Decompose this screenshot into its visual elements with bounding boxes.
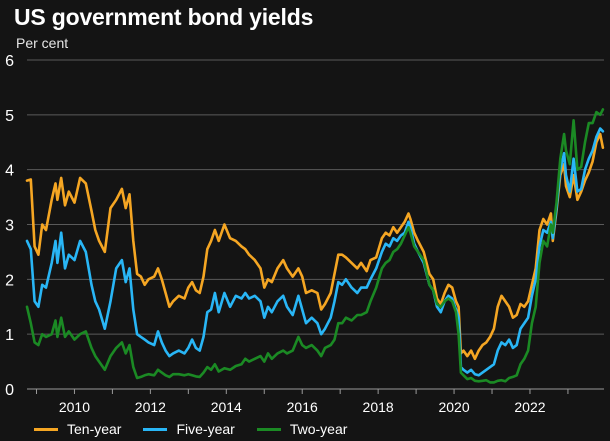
x-axis-ticks: 2010 2012 2014 2016 2018 2020 2022 (35, 389, 569, 415)
y-axis-ticks: 0 1 2 3 4 5 6 (5, 53, 14, 399)
y-tick-label: 4 (5, 163, 14, 180)
x-tick-label: 2012 (135, 399, 166, 415)
legend-item-two-year: Two-year (256, 421, 348, 437)
legend-label-ten-year: Ten-year (67, 421, 122, 437)
series-line-five-year (25, 127, 605, 377)
x-tick-label: 2018 (363, 399, 394, 415)
y-tick-label: 2 (5, 272, 14, 289)
y-tick-label: 1 (5, 327, 14, 344)
legend-swatch-two-year (256, 427, 281, 431)
x-tick-label: 2022 (514, 399, 545, 415)
y-tick-label: 3 (5, 218, 14, 235)
x-tick-label: 2014 (211, 399, 242, 415)
legend-swatch-ten-year (34, 427, 58, 431)
x-tick-label: 2020 (438, 399, 469, 415)
legend-label-five-year: Five-year (176, 421, 235, 437)
y-tick-label: 0 (5, 382, 14, 399)
legend-item-ten-year: Ten-year (34, 421, 121, 437)
series-line-two-year (25, 108, 605, 384)
series-line-ten-year (25, 132, 605, 361)
chart-title: US government bond yields (14, 4, 314, 30)
gridlines (27, 59, 604, 390)
x-tick-label: 2010 (59, 399, 90, 415)
y-axis-unit-label: Per cent (16, 35, 69, 51)
series-lines (25, 108, 605, 384)
x-tick-label: 2016 (287, 399, 318, 415)
legend-label-two-year: Two-year (289, 421, 348, 437)
legend-swatch-five-year (143, 427, 168, 431)
y-tick-label: 5 (5, 108, 14, 125)
legend-item-five-year: Five-year (143, 421, 235, 437)
y-tick-label: 6 (5, 53, 14, 70)
legend: Ten-year Five-year Two-year (34, 421, 369, 437)
